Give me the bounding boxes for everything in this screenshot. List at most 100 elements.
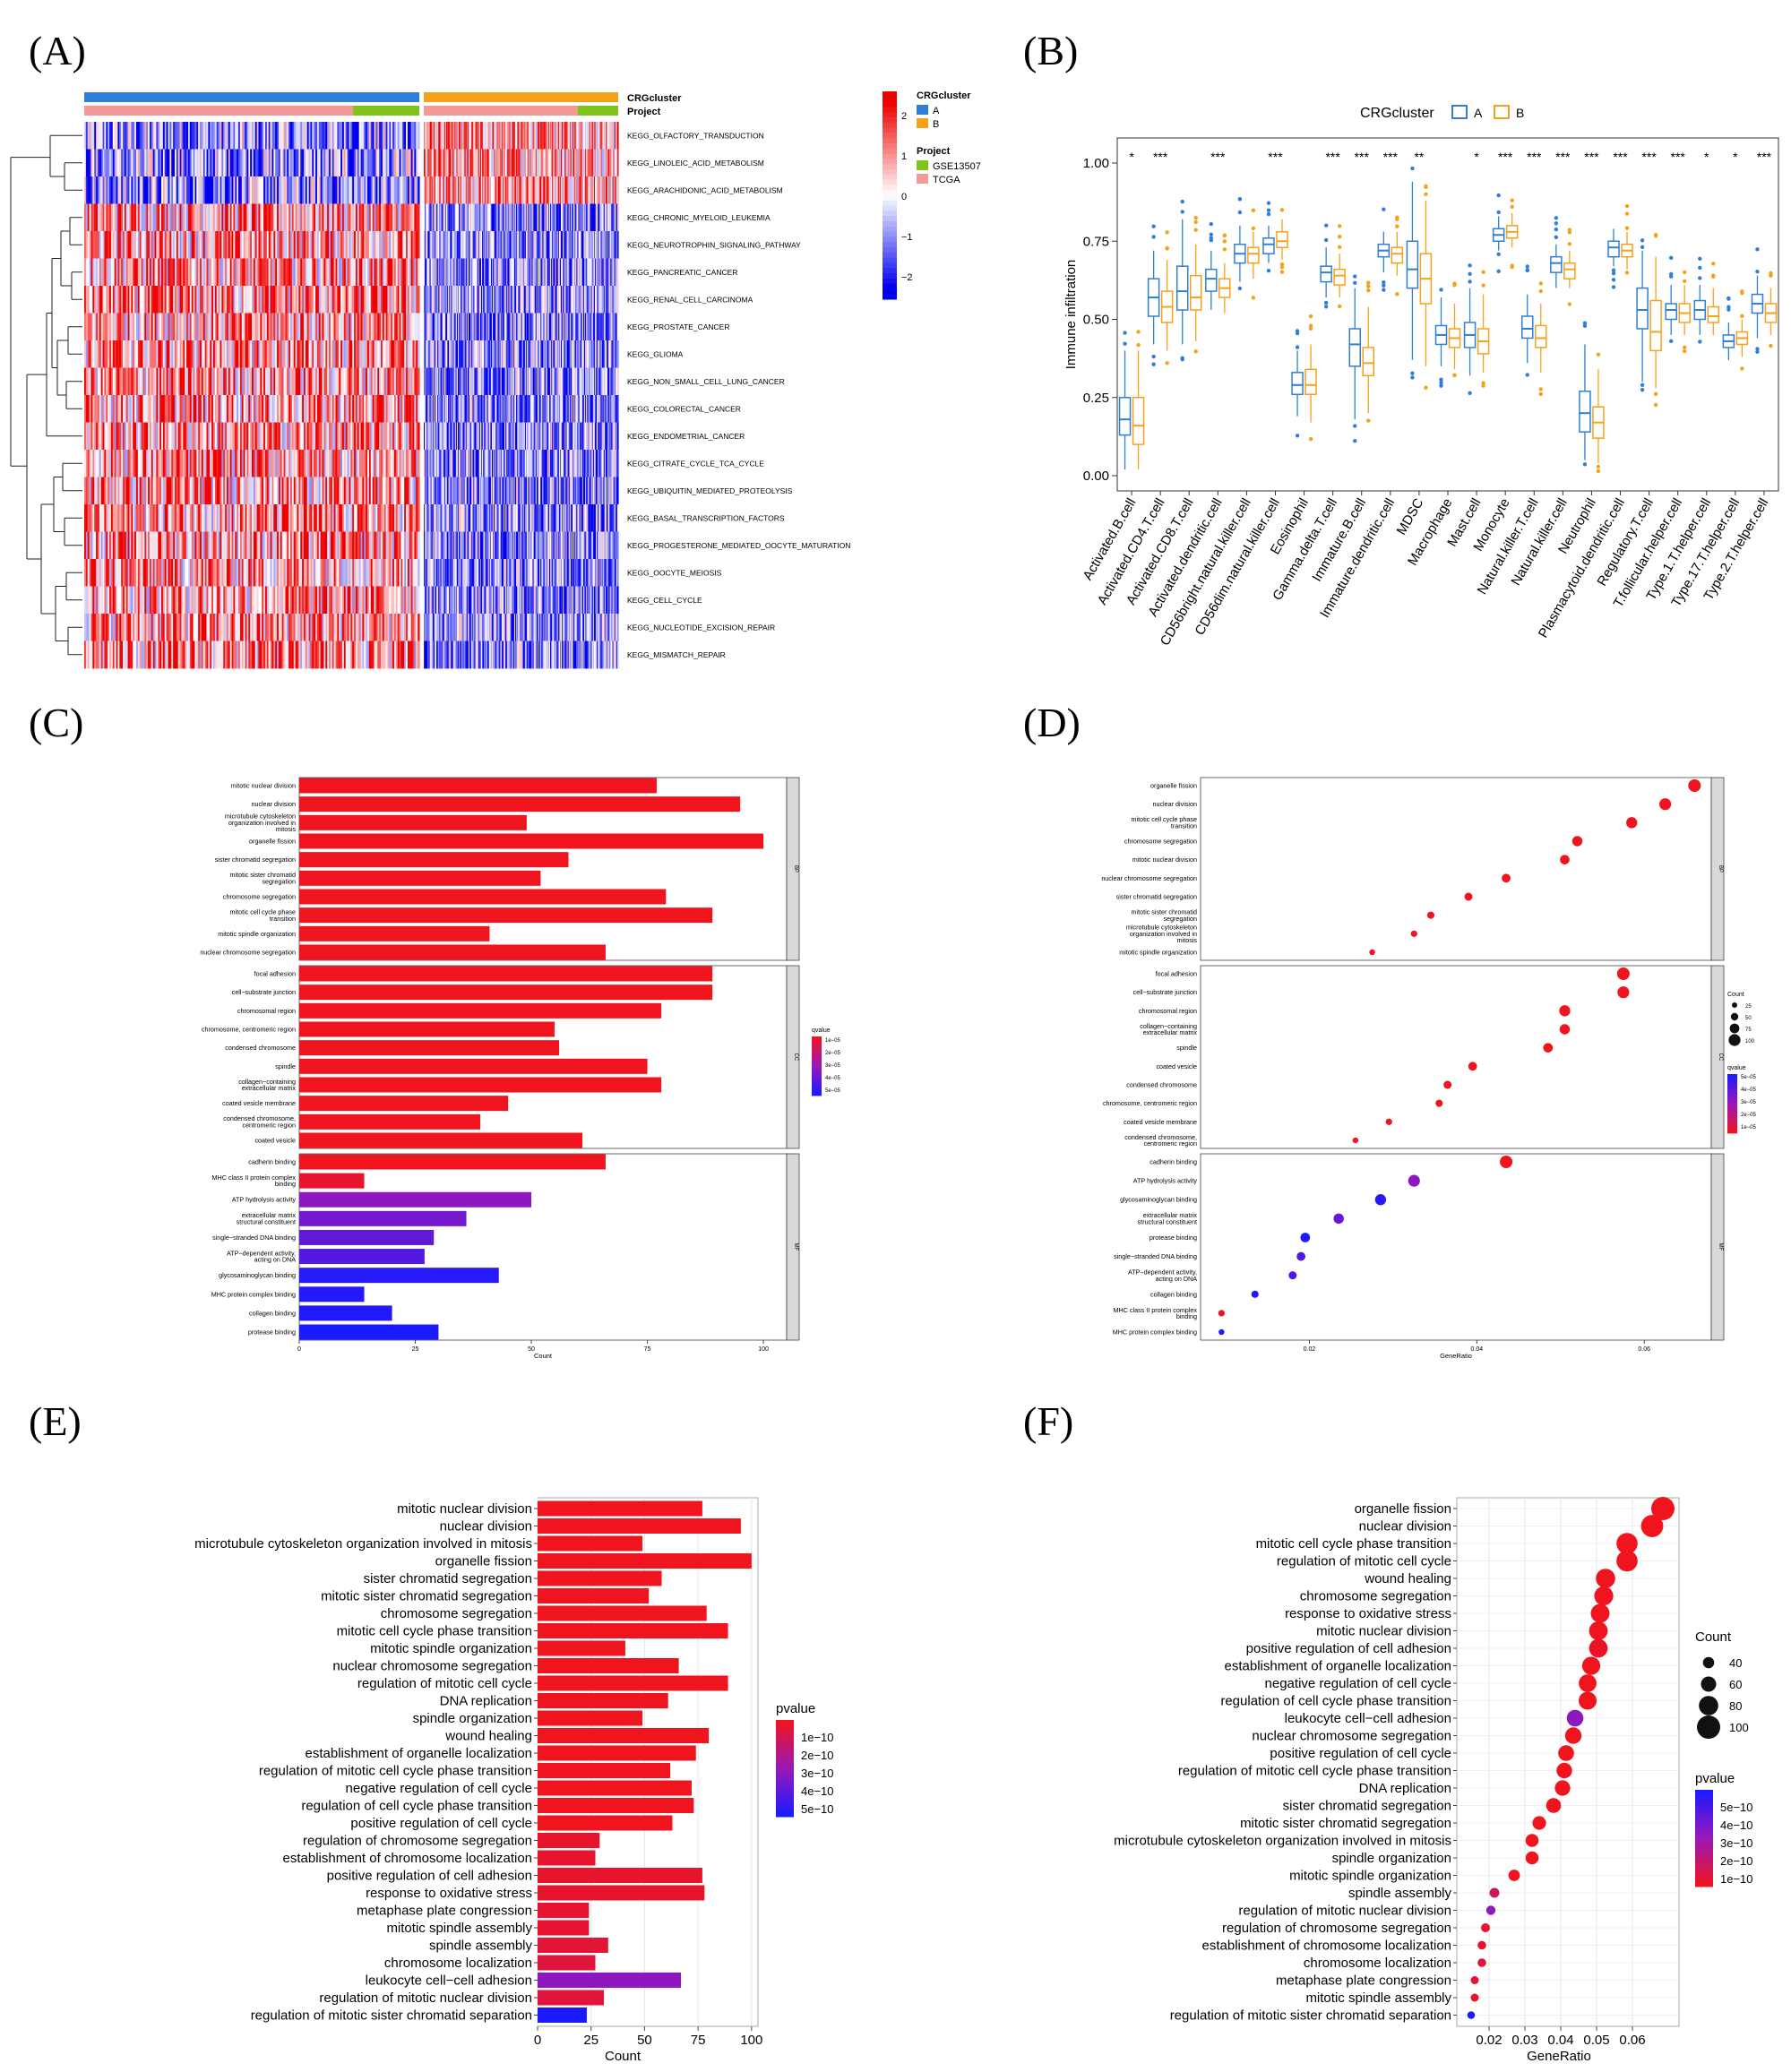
heatmap-cell	[587, 231, 589, 259]
heatmap-cell	[493, 122, 495, 150]
heatmap-cell	[584, 203, 586, 232]
heatmap-cell	[440, 286, 443, 314]
heatmap-cell	[602, 122, 605, 150]
heatmap-cell	[385, 286, 389, 314]
heatmap-cell	[264, 286, 268, 314]
heatmap-cell	[200, 176, 202, 204]
heatmap-cell	[615, 122, 617, 150]
heatmap-cell	[540, 176, 542, 204]
heatmap-cell	[510, 176, 512, 204]
heatmap-cell	[335, 286, 338, 314]
heatmap-cell	[158, 122, 160, 150]
heatmap-cell	[436, 258, 438, 287]
heatmap-cell	[186, 203, 189, 232]
heatmap-cell	[439, 313, 442, 341]
heatmap-cell	[312, 313, 314, 341]
heatmap-row	[84, 258, 619, 287]
heatmap-cell	[600, 176, 603, 204]
heatmap-cell	[131, 149, 133, 177]
heatmap-cell	[521, 149, 524, 177]
heatmap-cell	[517, 203, 519, 232]
heatmap-cell	[97, 286, 100, 314]
panel-label-b: (B)	[1023, 28, 1078, 73]
heatmap-cell	[387, 176, 390, 204]
heatmap-cell	[491, 149, 494, 177]
heatmap-cell	[469, 231, 471, 259]
heatmap-cell	[513, 231, 516, 259]
heatmap-cell	[409, 286, 412, 314]
heatmap-cell	[181, 313, 184, 341]
heatmap-cell	[478, 176, 480, 204]
heatmap-row	[84, 395, 619, 423]
heatmap-cell	[156, 149, 159, 177]
heatmap-cell	[248, 231, 251, 259]
heatmap-cell	[245, 258, 247, 287]
heatmap-cell	[490, 149, 493, 177]
heatmap-cell	[424, 286, 426, 314]
heatmap-cell	[151, 258, 154, 287]
heatmap-cell	[174, 176, 177, 204]
heatmap-cell	[316, 122, 320, 150]
heatmap-cell	[514, 149, 517, 177]
heatmap-cell	[530, 149, 533, 177]
heatmap-cell	[433, 122, 435, 150]
heatmap-cell	[456, 286, 459, 314]
heatmap-cell	[503, 122, 505, 150]
heatmap-row	[84, 422, 619, 451]
heatmap-cell	[142, 231, 145, 259]
heatmap-cell	[566, 258, 569, 287]
heatmap-cell	[551, 286, 553, 314]
heatmap-cell	[518, 231, 520, 259]
heatmap-cell	[514, 231, 517, 259]
heatmap-cell	[473, 231, 476, 259]
heatmap-cell	[191, 176, 194, 204]
heatmap-cell	[127, 149, 131, 177]
heatmap-cell	[509, 258, 512, 287]
heatmap-cell	[366, 258, 368, 287]
heatmap-cell	[364, 231, 366, 259]
heatmap-cell	[176, 286, 179, 314]
heatmap-cell	[335, 231, 338, 259]
heatmap-cell	[320, 258, 323, 287]
heatmap-cell	[605, 203, 607, 232]
heatmap-cell	[235, 313, 237, 341]
heatmap-cell	[476, 258, 478, 287]
heatmap-cell	[202, 258, 206, 287]
heatmap-cell	[412, 313, 415, 341]
heatmap-cell	[431, 203, 434, 232]
heatmap-cell	[467, 258, 469, 287]
heatmap-cell	[99, 286, 102, 314]
heatmap-cell	[368, 203, 372, 232]
heatmap-cell	[432, 258, 435, 287]
heatmap-cell	[437, 313, 439, 341]
heatmap-cell	[441, 231, 443, 259]
heatmap-cell	[609, 149, 611, 177]
heatmap-cell	[586, 231, 588, 259]
heatmap-cell	[550, 203, 552, 232]
heatmap-cell	[84, 176, 87, 204]
heatmap-cell	[519, 122, 521, 150]
heatmap-cell	[611, 149, 614, 177]
heatmap-cell	[488, 258, 491, 287]
heatmap-cell	[306, 149, 310, 177]
heatmap-cell	[496, 231, 499, 259]
heatmap-cell	[500, 231, 503, 259]
heatmap-cell	[495, 122, 497, 150]
heatmap-cell	[510, 258, 512, 287]
heatmap-cell	[547, 203, 550, 232]
heatmap-cell	[109, 313, 112, 341]
heatmap-cell	[133, 176, 135, 204]
heatmap-cell	[570, 203, 573, 232]
heatmap-cell	[602, 203, 605, 232]
heatmap-cell	[477, 258, 479, 287]
heatmap-cell	[547, 176, 549, 204]
heatmap-cell	[491, 176, 494, 204]
heatmap-cell	[548, 203, 551, 232]
heatmap-cell	[516, 203, 518, 232]
heatmap-cell	[134, 286, 137, 314]
heatmap-cell	[104, 149, 107, 177]
heatmap-cell	[162, 286, 166, 314]
heatmap-cell	[166, 176, 169, 204]
heatmap-cell	[148, 149, 151, 177]
heatmap-cell	[584, 286, 586, 314]
